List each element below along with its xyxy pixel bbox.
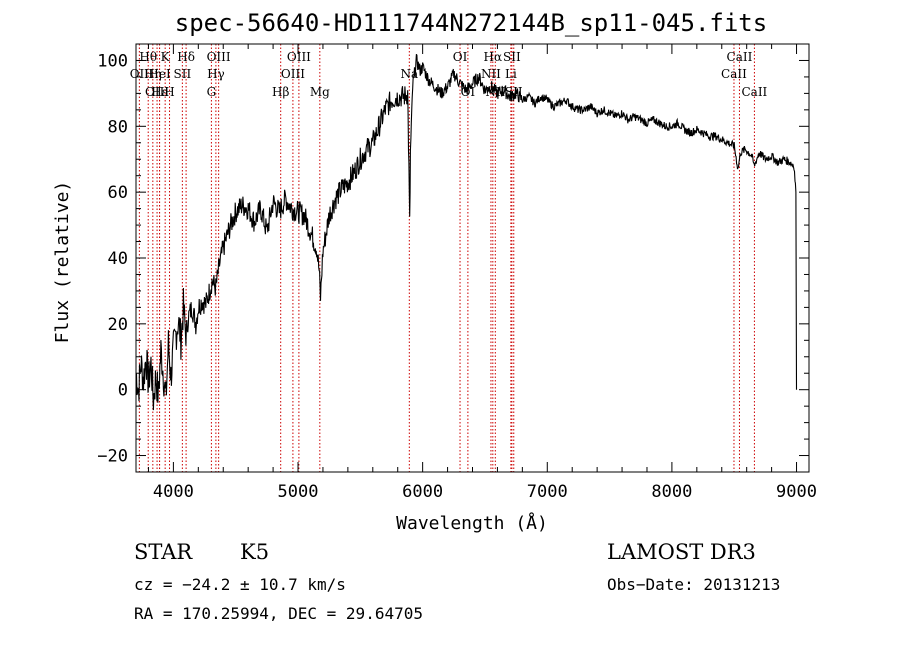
x-axis-label: Wavelength (Å) <box>396 512 548 534</box>
y-tick-label: 0 <box>118 381 128 401</box>
spectral-line-label: NII <box>481 67 501 81</box>
spectral-line-label: OIII <box>281 67 305 81</box>
spectral-line-label: OI <box>453 50 468 64</box>
spectral-line-label: K <box>161 50 171 64</box>
y-tick-label: 60 <box>108 183 128 203</box>
spectral-line-label: OIII <box>207 50 231 64</box>
y-tick-label: 40 <box>108 249 128 269</box>
spectral-line-label: Hγ <box>207 67 225 81</box>
spectral-line-label: SII <box>503 50 521 64</box>
x-tick-label: 5000 <box>278 482 319 502</box>
y-axis-ticks: −20 0 20 40 60 80 100 <box>97 51 809 467</box>
x-tick-label: 8000 <box>651 482 692 502</box>
spectral-line-label: OII <box>130 67 150 81</box>
spectral-line-label: NII <box>485 85 505 99</box>
survey-label: LAMOST DR3 <box>607 540 756 564</box>
spectral-line-label: H <box>164 85 174 99</box>
spectral-line-label: Hβ <box>272 85 289 99</box>
y-tick-label: 80 <box>108 117 128 137</box>
spectral-line-label: Hθ <box>139 50 157 64</box>
x-tick-label: 4000 <box>153 482 194 502</box>
spectral-line-label: SII <box>174 67 192 81</box>
spectral-line-label: OIII <box>145 85 169 99</box>
spectral-line-label: Hη <box>144 67 162 81</box>
spectral-line-label: Hα <box>484 50 503 64</box>
object-class: STAR <box>134 540 193 564</box>
object-subclass: K5 <box>240 540 269 564</box>
flux-series-line <box>135 53 798 411</box>
obs-date: Obs−Date: 20131213 <box>607 575 780 594</box>
spectral-line-label: G <box>207 85 217 99</box>
x-tick-label: 7000 <box>527 482 568 502</box>
spectral-line-label: CaII <box>721 67 747 81</box>
y-tick-label: 100 <box>97 51 128 71</box>
spectral-line-label: Li <box>505 67 517 81</box>
spectral-line-markers <box>138 44 755 472</box>
x-tick-label: 9000 <box>776 482 817 502</box>
y-axis-label: Flux (relative) <box>52 181 73 344</box>
spectral-line-label: Hδ <box>177 50 195 64</box>
spectral-line-label: Hε <box>151 85 168 99</box>
chart-title: spec-56640-HD111744N272144B_sp11-045.fit… <box>175 9 767 37</box>
spectral-line-label: OIII <box>287 50 311 64</box>
y-tick-label: 20 <box>108 315 128 335</box>
x-tick-label: 6000 <box>402 482 443 502</box>
spectral-line-label: Mg <box>310 85 330 99</box>
plot-frame <box>135 43 810 473</box>
spectral-line-label: HeI <box>148 67 171 81</box>
coordinates-text: RA = 170.25994, DEC = 29.64705 <box>134 604 423 623</box>
x-axis-ticks: 4000 5000 6000 7000 8000 9000 <box>147 44 817 502</box>
spectral-line-label: CaII <box>741 85 767 99</box>
spectral-line-label: CaII <box>727 50 753 64</box>
redshift-text: cz = −24.2 ± 10.7 km/s <box>134 575 346 594</box>
y-tick-label: −20 <box>97 447 128 467</box>
